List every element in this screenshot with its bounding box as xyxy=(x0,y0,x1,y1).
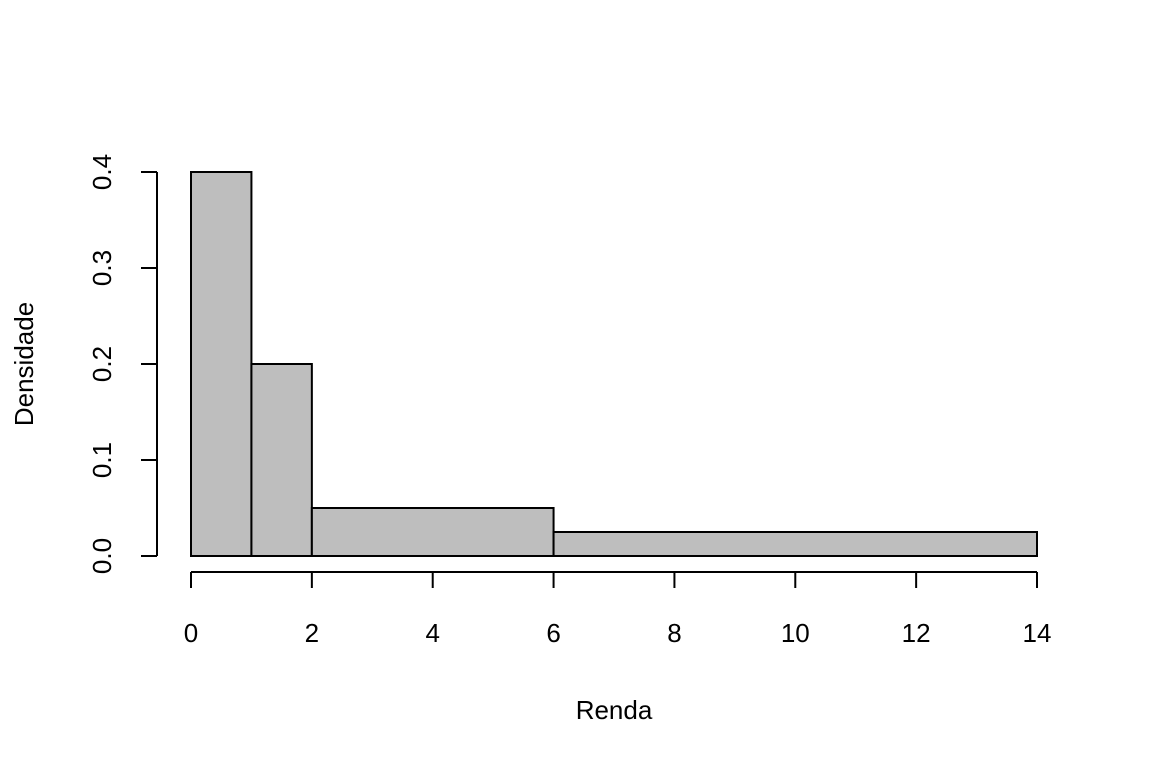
y-tick-label: 0.2 xyxy=(87,346,117,382)
histogram-bar xyxy=(552,531,1038,557)
y-tick-label: 0.3 xyxy=(87,250,117,286)
y-tick-label: 0.0 xyxy=(87,538,117,574)
y-axis: 0.0 0.1 0.2 0.3 0.4 xyxy=(87,154,158,574)
x-tick-label: 0 xyxy=(184,618,198,648)
x-axis: 0 2 4 6 8 10 12 14 xyxy=(184,571,1052,648)
x-tick-label: 6 xyxy=(546,618,560,648)
histogram-bar xyxy=(250,363,313,557)
x-tick-label: 12 xyxy=(902,618,931,648)
histogram-bar xyxy=(310,507,555,557)
y-tick-label: 0.1 xyxy=(87,442,117,478)
y-tick-label: 0.4 xyxy=(87,154,117,190)
histogram-bars xyxy=(190,171,1038,557)
x-tick-label: 10 xyxy=(781,618,810,648)
histogram-bar xyxy=(190,171,253,557)
x-tick-label: 2 xyxy=(305,618,319,648)
x-tick-label: 4 xyxy=(425,618,439,648)
x-tick-label: 14 xyxy=(1023,618,1052,648)
x-tick-label: 8 xyxy=(667,618,681,648)
x-axis-title: Renda xyxy=(576,695,653,725)
y-axis-title: Densidade xyxy=(9,302,39,426)
